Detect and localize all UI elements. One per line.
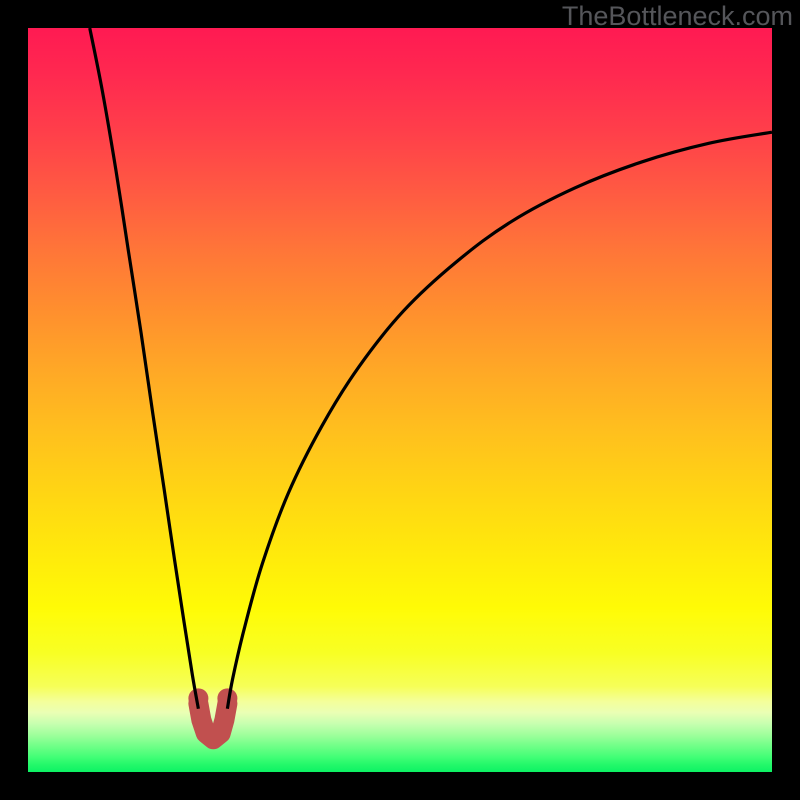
curve-left-branch xyxy=(90,28,199,709)
curve-right-branch xyxy=(227,132,772,709)
valley-marker xyxy=(198,704,227,740)
chart-frame: TheBottleneck.com xyxy=(0,0,800,800)
plot-area xyxy=(28,28,772,772)
watermark-text: TheBottleneck.com xyxy=(562,1,793,32)
bottleneck-curve xyxy=(28,28,772,772)
